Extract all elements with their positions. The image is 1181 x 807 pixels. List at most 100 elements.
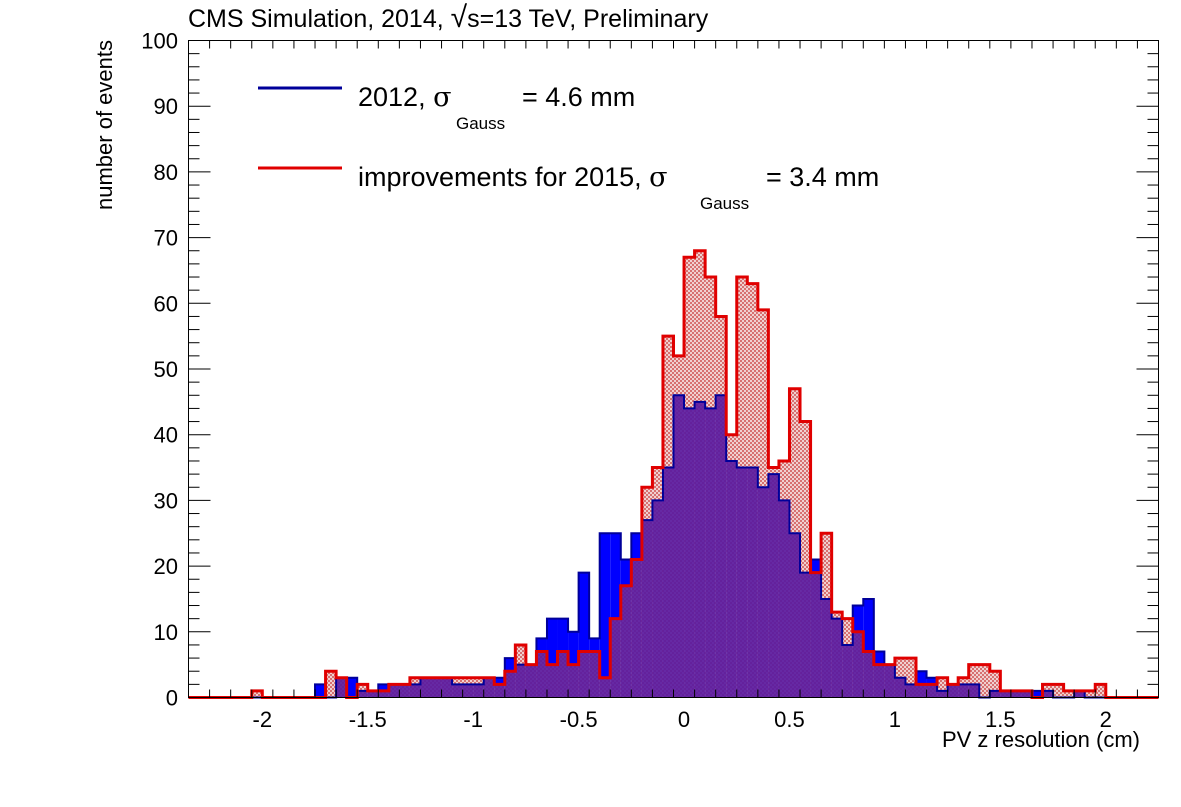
overlap-bar-41 xyxy=(620,585,632,698)
overlap-bar-70 xyxy=(926,684,938,698)
overlap-bar-26 xyxy=(462,684,474,698)
overlap-bar-49 xyxy=(705,408,716,698)
overlap-bar-48 xyxy=(694,401,706,698)
overlap-bar-28 xyxy=(483,677,495,698)
bar-2012-34 xyxy=(546,618,558,698)
overlap-bar-18 xyxy=(378,690,389,698)
legend-2012-prefix: 2012, xyxy=(358,82,433,112)
y-tick-label: 90 xyxy=(154,94,178,119)
overlap-bar-58 xyxy=(800,572,811,698)
y-axis-title: number of events xyxy=(92,40,117,210)
bar-improvements-for-2015-86 xyxy=(1095,684,1106,698)
overlap-bar-62 xyxy=(842,644,853,698)
overlap-bar-31 xyxy=(515,664,526,698)
chart-title-main: CMS Simulation, 2014, xyxy=(188,5,451,33)
overlap-bar-29 xyxy=(494,684,505,698)
x-tick-label: 1 xyxy=(889,707,901,732)
overlap-bar-33 xyxy=(536,651,547,698)
bar-improvements-for-2015-85 xyxy=(1084,690,1096,698)
overlap-bar-37 xyxy=(578,651,590,698)
bar-improvements-for-2015-75 xyxy=(979,664,990,698)
overlap-bar-43 xyxy=(641,520,653,698)
overlap-bar-44 xyxy=(652,500,663,698)
bar-improvements-for-2015-58 xyxy=(800,421,811,698)
bar-2012-64 xyxy=(863,598,874,698)
overlap-bar-36 xyxy=(568,664,579,698)
x-tick-label: -1 xyxy=(463,707,483,732)
y-axis: 0 10 20 30 40 50 60 70 80 90 100 xyxy=(141,29,1159,711)
overlap-bar-40 xyxy=(610,618,621,698)
legend-2012-subscript: Gauss xyxy=(456,114,505,133)
overlap-bar-73 xyxy=(958,684,969,698)
bar-improvements-for-2015-83 xyxy=(1063,690,1075,698)
sqrt-symbol: √ xyxy=(451,1,468,34)
overlap-bar-55 xyxy=(768,474,779,698)
legend-2015-sigma: σ xyxy=(649,162,667,193)
overlap-bar-84 xyxy=(1074,690,1085,698)
overlap-bar-24 xyxy=(441,677,453,698)
bar-improvements-for-2015-68 xyxy=(905,658,916,698)
x-tick-label: 1.5 xyxy=(985,707,1016,732)
overlap-bar-54 xyxy=(757,487,769,698)
overlap-bar-21 xyxy=(409,684,421,698)
overlap-bar-22 xyxy=(420,677,431,698)
overlap-bar-46 xyxy=(673,395,685,698)
x-tick-label: 0 xyxy=(678,707,690,732)
x-tick-label: -2 xyxy=(253,707,273,732)
x-axis: -2 -1.5 -1 -0.5 0 0.5 1 1.5 2 xyxy=(188,40,1159,732)
overlap-bar-51 xyxy=(726,460,737,698)
overlap-bar-77 xyxy=(1000,690,1011,698)
legend-2015-prefix: improvements for 2015, xyxy=(358,162,649,192)
y-tick-label: 10 xyxy=(154,620,178,645)
x-tick-label: 2 xyxy=(1100,707,1112,732)
legend-label-2015: improvements for 2015, σ xyxy=(358,162,668,193)
x-tick-label: 0.5 xyxy=(774,707,805,732)
bar-improvements-for-2015-6 xyxy=(251,690,263,698)
y-tick-label: 70 xyxy=(154,226,178,251)
y-tick-label: 60 xyxy=(154,291,178,316)
overlap-bar-78 xyxy=(1010,690,1022,698)
overlap-bar-35 xyxy=(557,651,569,698)
overlap-bar-61 xyxy=(831,618,843,698)
x-axis-title: PV z resolution (cm) xyxy=(942,727,1140,752)
bar-2012-39 xyxy=(599,533,611,698)
bar-2012-37 xyxy=(578,572,590,698)
overlap-bar-39 xyxy=(599,677,611,698)
y-tick-label: 40 xyxy=(154,423,178,448)
series-2015 xyxy=(251,250,1106,698)
overlap-bar-16 xyxy=(357,690,368,698)
overlap-bar-64 xyxy=(863,651,874,698)
overlap-bar-23 xyxy=(431,677,442,698)
overlap-bar-53 xyxy=(747,467,758,698)
overlap-bar-56 xyxy=(778,500,790,698)
overlap-bar-65 xyxy=(873,664,885,698)
overlap-bar-72 xyxy=(947,684,959,698)
bar-2012-80 xyxy=(1031,690,1043,698)
overlap-bar-47 xyxy=(684,408,695,698)
overlap-bar-63 xyxy=(852,631,864,698)
overlap-bar-66 xyxy=(884,664,895,698)
bar-improvements-for-2015-13 xyxy=(325,671,337,698)
y-tick-label: 50 xyxy=(154,357,178,382)
overlap-bar-27 xyxy=(473,684,484,698)
chart-title-sqrt-arg: s=13 TeV, Preliminary xyxy=(467,5,709,33)
y-tick-label: 0 xyxy=(166,686,178,711)
y-tick-label: 100 xyxy=(141,29,178,54)
overlap-bar-38 xyxy=(589,651,600,698)
overlap-bar-68 xyxy=(905,684,916,698)
overlap-bar-20 xyxy=(399,684,410,698)
overlap-bar-60 xyxy=(821,598,832,698)
overlap-bar-69 xyxy=(916,684,927,698)
overlap-bar-25 xyxy=(452,684,463,698)
overlap-bar-30 xyxy=(504,671,516,698)
overlap-bar-34 xyxy=(546,664,558,698)
bar-2012-15 xyxy=(346,677,358,698)
bar-improvements-for-2015-71 xyxy=(937,677,948,698)
y-tick-label: 80 xyxy=(154,160,178,185)
bar-improvements-for-2015-74 xyxy=(968,664,980,698)
overlap-bar-79 xyxy=(1021,690,1032,698)
overlap-bar-17 xyxy=(367,690,379,698)
legend-2012-sigma: σ xyxy=(433,82,451,113)
